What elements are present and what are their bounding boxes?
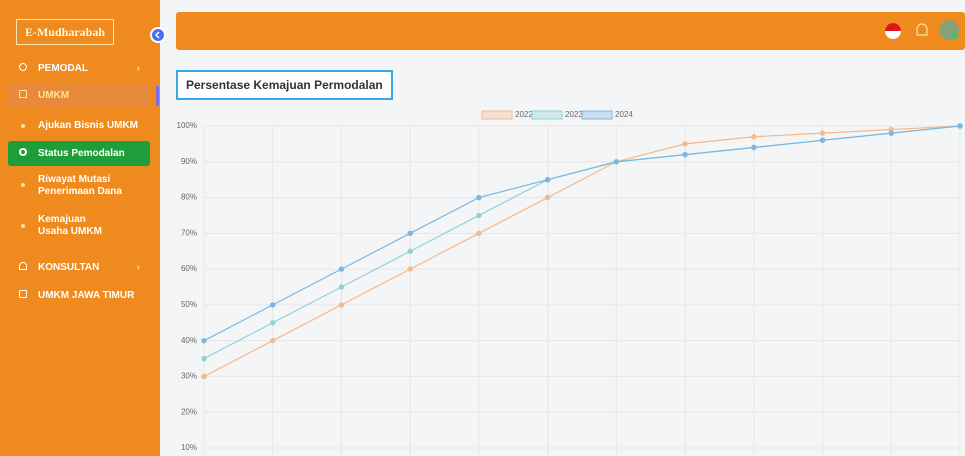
point xyxy=(202,374,206,378)
menu-label: PEMODAL xyxy=(38,63,88,75)
legend-swatch xyxy=(532,111,562,119)
y-tick-label: 60% xyxy=(181,264,197,273)
y-tick-label: 100% xyxy=(177,121,197,130)
menu-active-bg xyxy=(6,84,150,108)
point xyxy=(339,303,343,307)
collapse-button[interactable] xyxy=(150,27,166,43)
point xyxy=(202,338,206,342)
bullet xyxy=(21,183,25,187)
y-tick-label: 50% xyxy=(181,300,197,309)
menu-label: Kemajuan Usaha UMKM xyxy=(38,214,108,238)
point xyxy=(545,177,549,181)
point xyxy=(820,138,824,142)
point xyxy=(477,195,481,199)
y-tick-label: 20% xyxy=(181,407,197,416)
point xyxy=(202,356,206,360)
legend-label: 2023 xyxy=(565,110,583,119)
point xyxy=(477,213,481,217)
active-indicator xyxy=(156,86,159,106)
legend-label: 2024 xyxy=(615,110,633,119)
point xyxy=(752,145,756,149)
chart: 10% 20% 30% 40% 50% 60% 70% 80% 90% 100% 2022 2023 2… xyxy=(165,105,965,456)
point xyxy=(545,195,549,199)
series-line xyxy=(204,126,960,359)
point xyxy=(683,142,687,146)
y-tick-label: 10% xyxy=(181,443,197,452)
legend-swatch xyxy=(582,111,612,119)
logo: E-Mudharabah xyxy=(16,19,114,45)
point xyxy=(889,131,893,135)
menu-label: KONSULTAN xyxy=(38,262,99,274)
topbar-icons xyxy=(845,12,965,50)
sidebar: E-Mudharabah PEMODAL› UMKM Ajukan Bisnis… xyxy=(0,0,160,456)
point xyxy=(408,267,412,271)
bullet xyxy=(21,224,25,228)
legend-label: 2022 xyxy=(515,110,533,119)
card-title: Persentase Kemajuan Permodalan xyxy=(176,70,393,100)
menu-item[interactable]: PEMODAL› xyxy=(0,63,152,77)
point xyxy=(614,160,618,164)
legend-swatch xyxy=(482,111,512,119)
menu-label: UMKM JAWA TIMUR xyxy=(38,290,134,302)
point xyxy=(820,131,824,135)
point xyxy=(958,124,962,128)
menu-label: Ajukan Bisnis UMKM xyxy=(38,120,138,132)
menu-label: UMKM xyxy=(38,90,69,102)
point xyxy=(339,285,343,289)
y-tick-label: 70% xyxy=(181,228,197,237)
y-tick-label: 40% xyxy=(181,336,197,345)
point xyxy=(752,135,756,139)
menu-label: Status Pemodalan xyxy=(38,148,125,160)
topbar xyxy=(176,12,965,50)
point xyxy=(477,231,481,235)
point xyxy=(339,267,343,271)
bullet xyxy=(21,124,25,128)
y-tick-label: 90% xyxy=(181,157,197,166)
menu-label: Riwayat Mutasi Penerimaan Dana xyxy=(38,174,128,198)
point xyxy=(408,231,412,235)
y-tick-label: 80% xyxy=(181,193,197,202)
page: E-Mudharabah PEMODAL› UMKM Ajukan Bisnis… xyxy=(0,0,965,456)
point xyxy=(271,338,275,342)
series-line xyxy=(204,126,960,376)
point xyxy=(683,152,687,156)
y-tick-label: 30% xyxy=(181,372,197,381)
point xyxy=(271,321,275,325)
point xyxy=(408,249,412,253)
point xyxy=(271,303,275,307)
